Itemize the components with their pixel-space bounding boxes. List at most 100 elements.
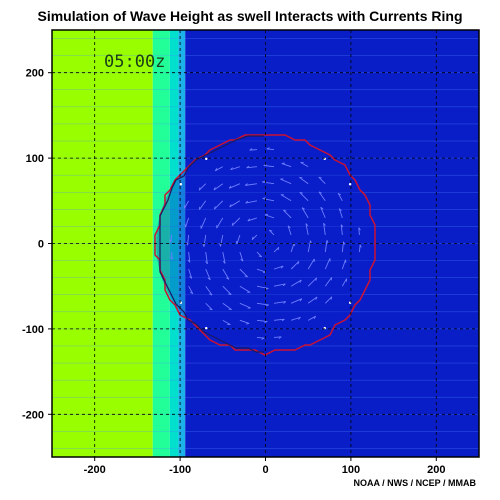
current-vector xyxy=(214,200,224,210)
current-vector xyxy=(188,285,194,294)
current-vector xyxy=(324,240,328,253)
current-vector xyxy=(222,268,230,280)
current-vector xyxy=(222,302,232,310)
current-vector xyxy=(203,234,207,247)
vector-head xyxy=(264,213,268,216)
current-vector xyxy=(188,251,191,263)
y-axis-ticks: 200 100 0 -100 -200 xyxy=(22,68,52,421)
y-tick-label: -200 xyxy=(22,409,44,421)
vector-head xyxy=(247,218,251,222)
vector-head xyxy=(170,256,173,260)
vector-head xyxy=(244,183,248,186)
current-vector xyxy=(222,319,231,325)
current-vector xyxy=(300,162,309,168)
vector-head xyxy=(287,225,291,229)
vector-head xyxy=(338,208,342,211)
vector-head xyxy=(326,240,329,244)
current-vector xyxy=(341,241,344,253)
current-vector xyxy=(307,277,317,287)
rim-dot xyxy=(179,183,183,186)
vector-head xyxy=(343,241,346,245)
current-vector xyxy=(307,296,318,304)
current-vector xyxy=(273,265,284,270)
y-tick-label: 200 xyxy=(26,68,44,80)
current-vector xyxy=(246,166,258,169)
vector-head xyxy=(209,293,213,296)
vector-head xyxy=(262,180,266,183)
current-vector xyxy=(239,268,248,278)
ring-edge xyxy=(154,134,376,356)
x-tick-label: 100 xyxy=(342,464,360,476)
vector-head xyxy=(283,301,287,304)
vector-head xyxy=(281,318,285,322)
vector-head xyxy=(305,223,309,227)
vector-head xyxy=(246,323,250,325)
current-vector xyxy=(290,298,303,304)
y-tick-label: 100 xyxy=(26,153,44,165)
vector-head xyxy=(358,227,361,231)
vector-head xyxy=(281,162,285,164)
current-vector xyxy=(199,200,207,210)
current-vector xyxy=(256,302,269,306)
ring-west-edge xyxy=(159,135,264,353)
time-label: 05:00z xyxy=(104,52,165,72)
current-vector xyxy=(220,234,224,247)
current-vector xyxy=(280,178,292,185)
current-vector xyxy=(341,278,347,287)
vector-head xyxy=(298,316,301,320)
vector-head xyxy=(222,260,226,264)
current-vector xyxy=(305,223,309,236)
vector-head xyxy=(318,191,322,194)
current-vector xyxy=(198,183,207,191)
vector-head xyxy=(219,243,221,247)
current-vector xyxy=(200,217,207,229)
current-vector xyxy=(205,268,211,281)
vector-head xyxy=(320,206,324,210)
current-vector xyxy=(247,217,258,222)
current-vector xyxy=(287,225,292,236)
vector-head xyxy=(198,187,201,191)
current-vector xyxy=(184,200,190,209)
current-vector xyxy=(239,319,250,324)
vector-head xyxy=(266,147,270,150)
vector-head xyxy=(251,236,254,240)
current-vector xyxy=(280,194,292,202)
grid-lines xyxy=(52,30,479,457)
vector-head xyxy=(249,148,253,151)
current-vector xyxy=(273,336,282,338)
current-vector xyxy=(228,183,241,189)
vector-head xyxy=(323,222,326,226)
current-vector xyxy=(229,200,241,208)
current-vector xyxy=(273,301,286,304)
vector-head xyxy=(245,200,249,204)
vector-head xyxy=(318,176,322,179)
vector-head xyxy=(228,185,232,189)
current-vector xyxy=(273,283,286,287)
vector-head xyxy=(226,277,230,280)
vector-head xyxy=(337,192,341,196)
vector-head xyxy=(313,315,317,319)
vector-head xyxy=(244,275,248,278)
vector-head xyxy=(189,276,193,279)
vector-head xyxy=(261,337,265,340)
current-vectors xyxy=(169,147,362,340)
y-tick-label: 0 xyxy=(38,239,44,251)
x-tick-label: -200 xyxy=(84,464,106,476)
vector-head xyxy=(214,168,218,172)
current-vector xyxy=(273,246,280,253)
current-vector xyxy=(187,234,190,246)
current-vector xyxy=(266,148,275,151)
rim-dot xyxy=(205,326,208,330)
current-vector xyxy=(307,258,315,270)
current-vector xyxy=(236,234,241,245)
vector-head xyxy=(277,247,280,251)
current-vector xyxy=(290,316,301,321)
current-vector xyxy=(281,163,292,168)
x-tick-label: 200 xyxy=(427,464,445,476)
current-vector xyxy=(171,251,173,260)
vector-head xyxy=(315,296,318,300)
current-vector xyxy=(215,166,224,172)
current-vector xyxy=(205,251,208,264)
vector-head xyxy=(283,209,287,212)
credit-label: NOAA / NWS / NCEP / MMAB xyxy=(353,478,476,488)
